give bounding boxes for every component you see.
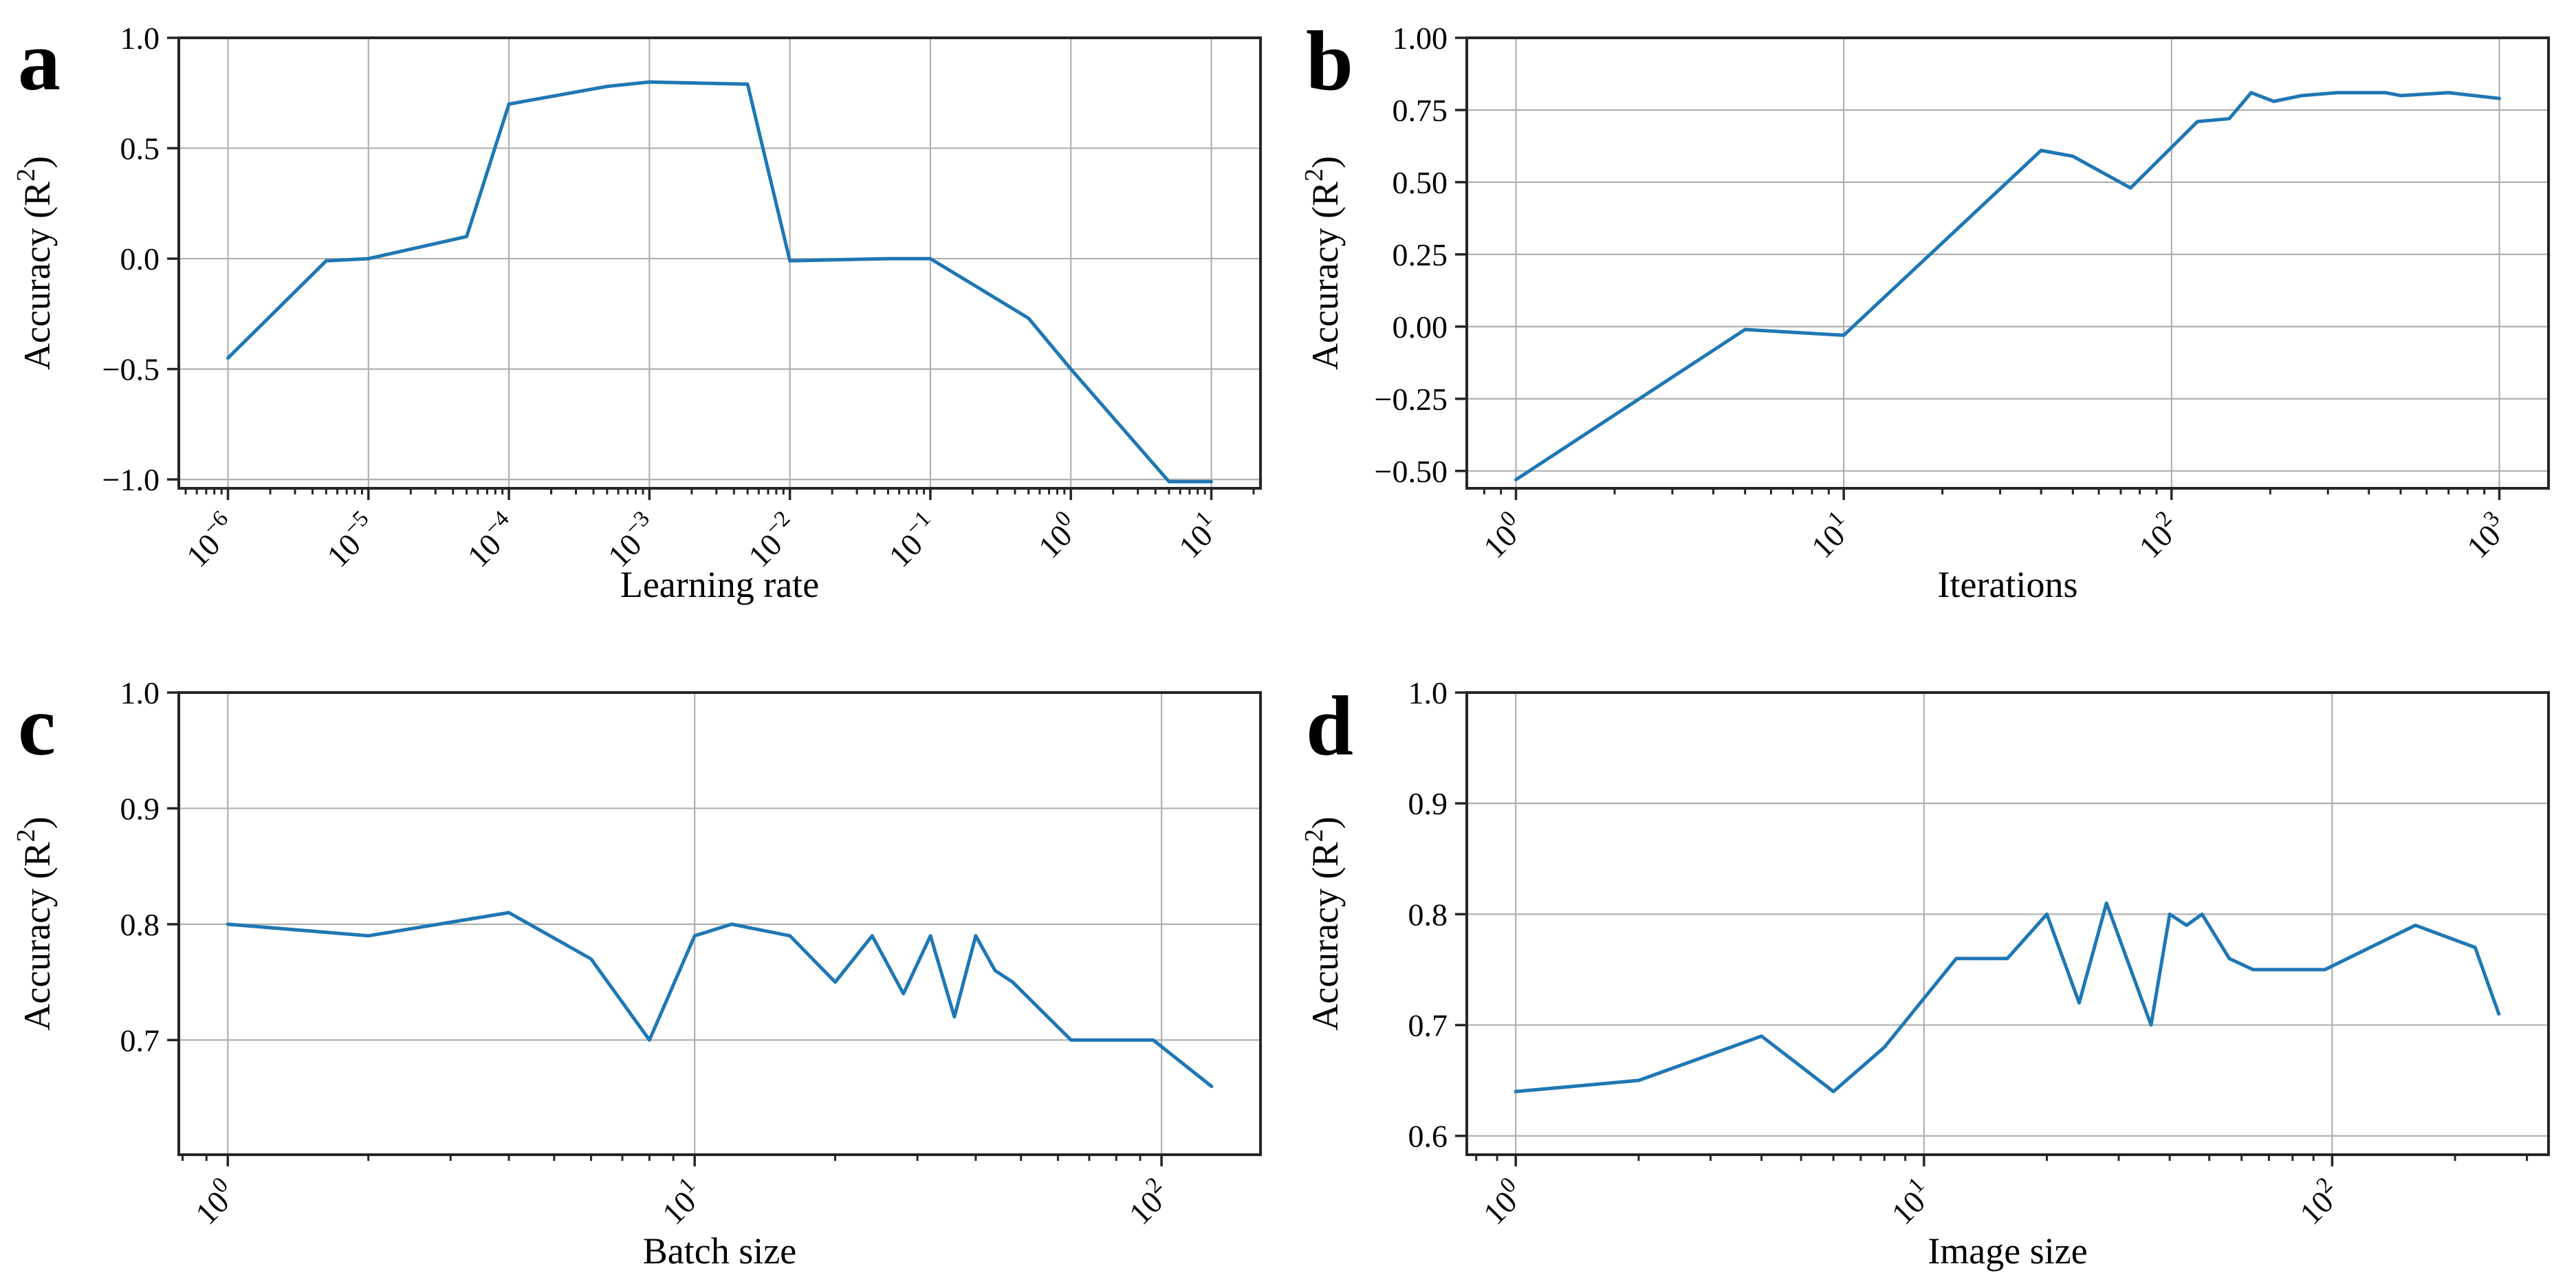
grid	[1467, 691, 2548, 1155]
y-axis: −0.50 −0.25 0.00 0.25 0.50 0.75 1.00	[1375, 21, 1467, 489]
x-tick-label: 101	[652, 1173, 710, 1231]
y-tick-label: −0.25	[1375, 382, 1448, 417]
x-axis: 100 101 102	[1473, 1155, 2529, 1231]
plot-border	[177, 691, 1262, 1156]
panel-b: 100 101 102 103 −0.50 −0.25 0.00 0.25 0.50 0.75 1.…	[1288, 0, 2576, 636]
x-tick-label: 10−1	[879, 506, 946, 574]
y-tick-label: 0.00	[1393, 309, 1448, 345]
x-tick-label: 103	[2456, 506, 2515, 565]
y-tick-label: 1.0	[1408, 675, 1448, 710]
y-tick-label: 0.50	[1393, 165, 1448, 200]
panel-a: 10−6 10−5 10−4 10−3 10−2 10−1 100 101 −1.0 −0.5 0.…	[0, 0, 1288, 636]
y-axis-label: Accuracy (R2)	[12, 816, 58, 1030]
x-tick-label: 102	[2129, 506, 2187, 565]
panel-letter: d	[1306, 679, 1353, 773]
data-line	[226, 911, 1214, 1089]
y-tick-label: 0.9	[120, 791, 160, 826]
chart-batch-size: 100 101 102 0.7 0.8 0.9 1.0 Batch size Accuracy …	[12, 675, 1262, 1272]
x-tick-label: 100	[1028, 506, 1087, 565]
y-axis: −1.0 −0.5 0.0 0.5 1.0	[102, 21, 179, 497]
panel-letter: c	[18, 679, 56, 773]
panel-d: 100 101 102 0.6 0.7 0.8 0.9 1.0 Image size Accura…	[1288, 636, 2576, 1272]
y-tick-label: 0.0	[120, 241, 160, 276]
x-tick-label: 101	[1801, 506, 1859, 565]
y-tick-label: 0.8	[120, 907, 160, 942]
panel-letter: b	[1306, 14, 1353, 108]
plot-border	[1465, 36, 2550, 490]
grid	[179, 691, 1260, 1155]
y-tick-label: −0.5	[102, 352, 160, 387]
data-line	[1514, 901, 2501, 1094]
y-tick-label: 0.75	[1393, 93, 1448, 128]
x-tick-label: 10−6	[176, 506, 243, 574]
x-axis-label: Learning rate	[620, 564, 819, 605]
x-tick-label: 101	[1168, 506, 1227, 565]
y-axis: 0.7 0.8 0.9 1.0	[120, 675, 179, 1058]
y-tick-label: 0.25	[1393, 237, 1448, 272]
x-axis: 100 101 102	[181, 1155, 1177, 1231]
x-tick-label: 100	[1473, 506, 1531, 565]
x-tick-label: 100	[185, 1173, 243, 1231]
x-axis-label: Batch size	[643, 1230, 796, 1272]
panel-c: 100 101 102 0.7 0.8 0.9 1.0 Batch size Accuracy …	[0, 636, 1288, 1272]
y-tick-label: −0.50	[1375, 454, 1448, 489]
data-line	[1514, 91, 2501, 481]
y-tick-label: 1.0	[120, 675, 160, 710]
y-tick-label: 0.8	[1408, 897, 1448, 932]
x-tick-label: 10−5	[316, 506, 384, 574]
data-line	[226, 80, 1213, 483]
grid	[1467, 36, 2548, 488]
x-tick-label: 10−4	[457, 506, 525, 574]
y-axis-label: Accuracy (R2)	[1300, 816, 1346, 1030]
y-tick-label: 1.0	[120, 21, 160, 56]
x-axis-label: Iterations	[1938, 564, 2078, 605]
y-tick-label: 1.00	[1393, 21, 1448, 56]
y-tick-label: 0.7	[120, 1023, 160, 1058]
x-tick-label: 102	[1119, 1173, 1177, 1231]
y-tick-label: −1.0	[102, 462, 160, 497]
x-tick-label: 102	[2289, 1173, 2348, 1231]
grid	[179, 36, 1260, 488]
x-axis: 10−610−510−410−310−210−1 100 101	[176, 488, 1255, 574]
y-axis: 0.6 0.7 0.8 0.9 1.0	[1408, 675, 1467, 1154]
panel-letter: a	[18, 14, 61, 108]
y-axis-label: Accuracy (R2)	[1300, 156, 1346, 370]
y-tick-label: 0.9	[1408, 786, 1448, 821]
chart-iterations: 100 101 102 103 −0.50 −0.25 0.00 0.25 0.50 0.75 1.…	[1300, 14, 2550, 605]
chart-image-size: 100 101 102 0.6 0.7 0.8 0.9 1.0 Image size Accura…	[1300, 675, 2550, 1272]
y-axis-label: Accuracy (R2)	[12, 156, 58, 370]
x-axis: 100 101 102 103	[1473, 488, 2515, 565]
y-tick-label: 0.5	[120, 131, 160, 166]
y-tick-label: 0.7	[1408, 1008, 1448, 1043]
x-tick-label: 101	[1881, 1173, 1940, 1231]
chart-learning-rate: 10−610−510−410−310−210−1 100 101−1.0−0.50.…	[12, 14, 1262, 605]
x-axis-label: Image size	[1928, 1230, 2087, 1272]
y-tick-label: 0.6	[1408, 1119, 1448, 1154]
x-tick-label: 100	[1473, 1173, 1531, 1231]
plot-border	[1465, 691, 2550, 1156]
plot-border	[177, 36, 1262, 490]
